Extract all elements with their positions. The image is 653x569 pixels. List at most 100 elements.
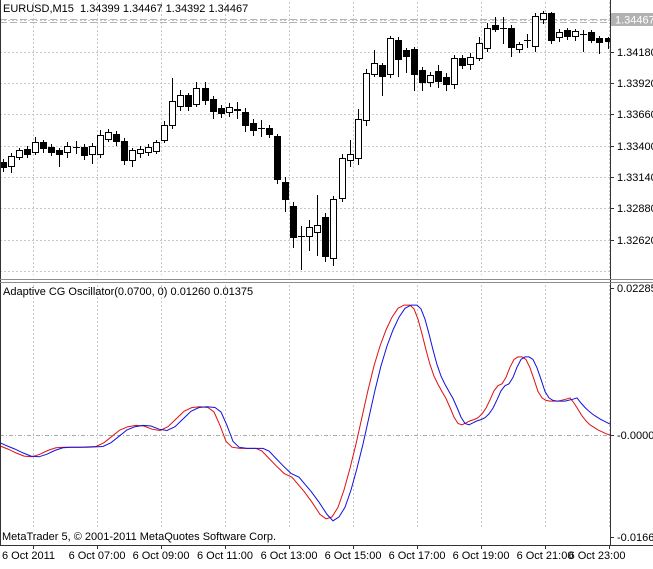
time-tick-label: 6 Oct 17:00	[389, 550, 446, 562]
candle	[347, 140, 354, 167]
window-separator	[0, 279, 653, 283]
candle	[89, 143, 96, 164]
candle	[596, 36, 603, 54]
time-tick-label: 6 Oct 13:00	[261, 550, 318, 562]
candle	[282, 177, 289, 212]
candle	[395, 37, 402, 77]
svg-text:1.34467: 1.34467	[615, 15, 653, 27]
candle	[16, 148, 23, 160]
candle	[193, 82, 200, 107]
candle	[371, 50, 378, 77]
candle	[298, 226, 305, 270]
time-tick-label: 6 Oct 15:00	[325, 550, 382, 562]
chart-frame	[0, 0, 653, 546]
candle	[548, 12, 555, 44]
candle	[226, 103, 233, 117]
panel-splitter[interactable]	[0, 277, 653, 284]
time-scale[interactable]	[0, 546, 653, 569]
candle	[484, 23, 491, 52]
price-scale[interactable]	[611, 0, 653, 545]
candle	[274, 134, 281, 184]
price-tick-label: 1.33140	[617, 172, 653, 184]
candle	[185, 93, 192, 111]
candle	[218, 105, 225, 118]
bid-price-line	[0, 19, 610, 23]
candle	[379, 63, 386, 96]
candle	[564, 28, 571, 40]
candle	[105, 129, 112, 142]
candle	[314, 195, 321, 256]
candle	[56, 148, 63, 167]
candle	[97, 130, 104, 158]
candle	[532, 13, 539, 52]
cg-line-red	[0, 304, 610, 520]
candle	[24, 146, 31, 158]
candle	[32, 137, 39, 155]
candle	[40, 140, 47, 153]
time-tick-label: 6 Oct 07:00	[69, 550, 126, 562]
candle	[73, 141, 80, 154]
time-tick-label: 6 Oct 23:00	[569, 550, 626, 562]
candle	[524, 34, 531, 48]
price-tick-label: 1.32880	[617, 203, 653, 215]
time-tick-label: 6 Oct 11:00	[197, 550, 253, 562]
candle	[339, 154, 346, 202]
candle	[137, 146, 144, 158]
price-tick-label: 1.33920	[617, 78, 653, 90]
candle	[0, 159, 7, 172]
candle	[427, 72, 434, 87]
oscillator-tick-label: -0.01662	[617, 532, 653, 544]
candle	[605, 37, 610, 49]
candle	[64, 142, 71, 158]
candle	[202, 82, 209, 105]
candle	[363, 69, 370, 126]
oscillator-tick-label: -0.00000	[617, 430, 653, 442]
price-axis-labels[interactable]: 1.34180 1.33920 1.33660 1.33400 1.33140 1.328…	[610, 47, 653, 247]
candle	[242, 108, 249, 132]
candle	[153, 140, 160, 154]
candle	[8, 153, 15, 173]
candle	[258, 120, 265, 137]
grid-lines	[0, 2, 610, 528]
cg-line-blue	[0, 304, 610, 522]
candle	[580, 30, 587, 52]
oscillator-tick-label: 0.02285	[617, 283, 653, 295]
candle	[492, 17, 499, 32]
oscillator-axis-labels[interactable]: 0.02285 -0.00000 -0.01662	[610, 283, 653, 544]
candle	[355, 109, 362, 165]
candle	[129, 148, 136, 167]
time-tick-label: 6 Oct 09:00	[133, 550, 190, 562]
candle	[210, 96, 217, 119]
candle	[266, 125, 273, 138]
candle	[540, 11, 547, 24]
candlestick-series	[0, 11, 610, 270]
time-tick-label: 6 Oct 19:00	[453, 550, 510, 562]
candle	[81, 144, 88, 160]
candle	[403, 48, 410, 73]
candle	[290, 202, 297, 248]
candle	[435, 65, 442, 88]
candle	[234, 102, 241, 119]
candle	[177, 90, 184, 111]
candle	[330, 196, 337, 266]
candle	[508, 25, 515, 57]
candle	[322, 213, 329, 262]
candle	[169, 78, 176, 129]
time-tick-label: 6 Oct 2011	[2, 550, 55, 562]
candle	[443, 73, 450, 91]
oscillator-series	[0, 304, 610, 522]
candle	[419, 67, 426, 91]
candle	[500, 17, 507, 44]
candle	[556, 29, 563, 42]
candle	[572, 29, 579, 41]
candle	[588, 30, 595, 43]
price-tick-label: 1.33400	[617, 141, 653, 153]
time-axis-labels[interactable]: 6 Oct 2011 6 Oct 07:00 6 Oct 09:00 6 Oct 11…	[2, 545, 625, 562]
candle	[467, 53, 474, 70]
price-tick-label: 1.34180	[617, 47, 653, 59]
candle	[459, 55, 466, 69]
candle	[387, 36, 394, 78]
current-price-badge: 1.34467	[611, 13, 653, 27]
